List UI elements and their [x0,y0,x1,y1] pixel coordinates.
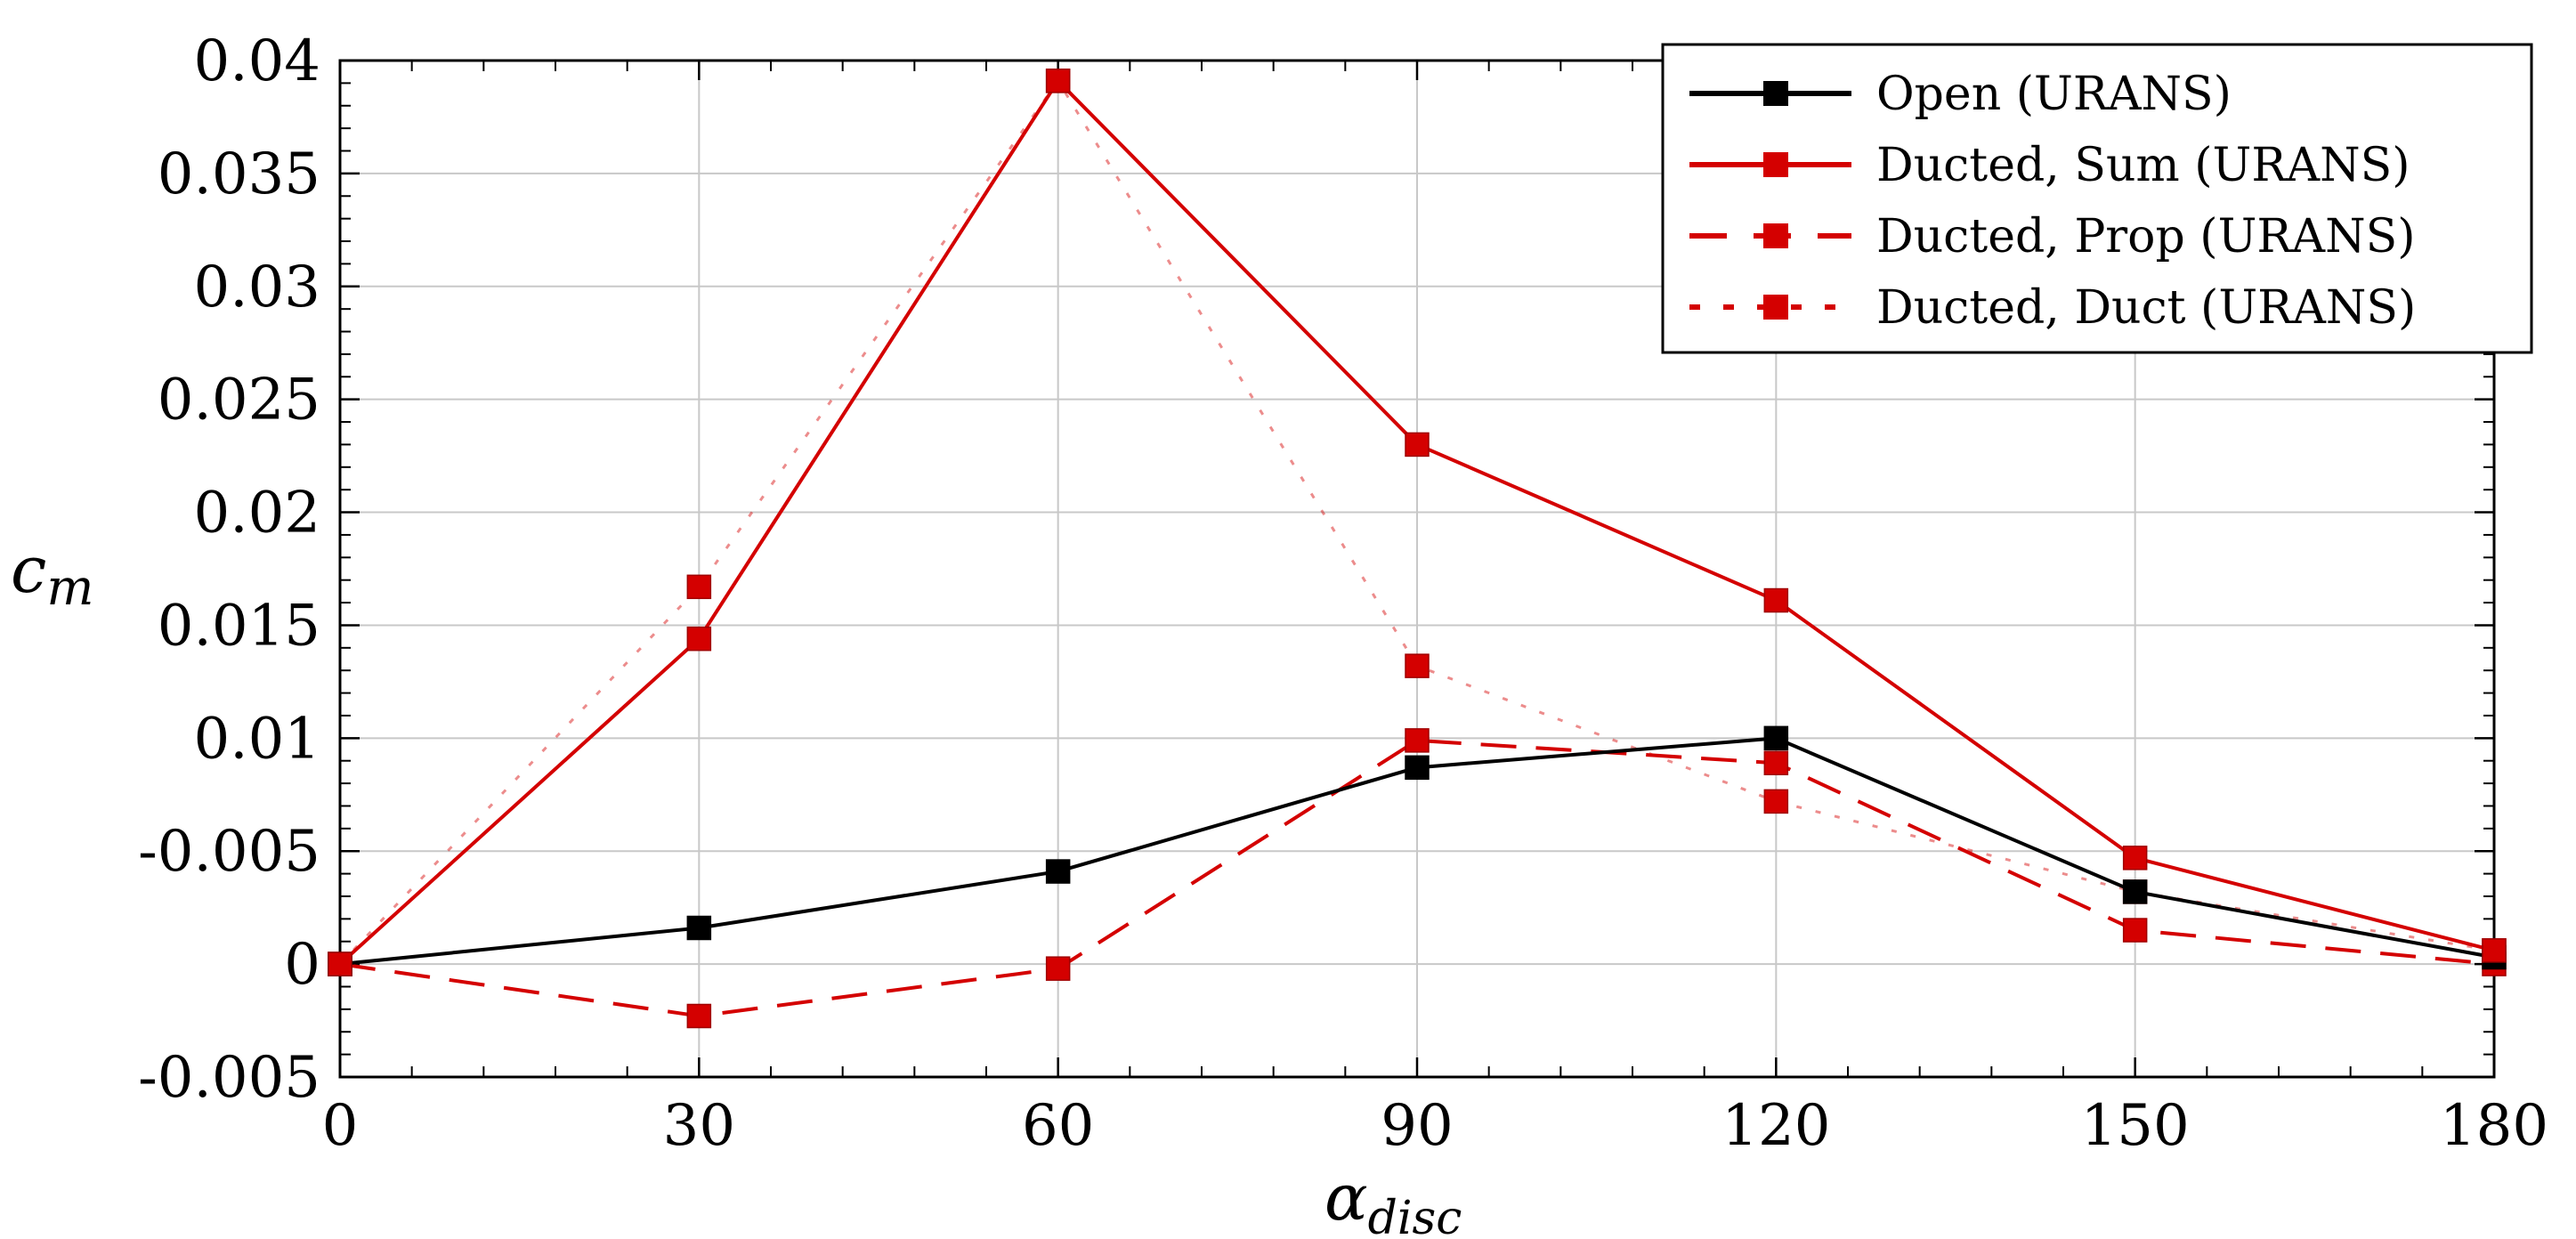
series-0-marker-4 [1763,725,1789,751]
series-1 [328,69,2507,976]
y-axis-title: cm [11,532,93,617]
tick-labels: 0 30 60 90 120 150 180-0.0050-0.0050.010.0150.… [138,28,2548,1159]
legend-entry-3: Ducted, Duct (URANS) [1689,281,2416,335]
series-3-marker-1 [686,574,712,600]
series-1-marker-0 [328,952,352,976]
x-axis-title: αdisc [1324,1160,1462,1239]
x-tick-label-2: 60 [1022,1093,1094,1159]
x-tick-label-0: 0 [322,1093,359,1159]
minor-ticks [338,59,2496,1079]
series-2-marker-5 [2122,918,2148,943]
series-3-marker-4 [1763,789,1789,814]
legend-marker-2 [1763,223,1788,248]
series-0-marker-1 [686,915,712,941]
x-tick-label-3: 90 [1381,1093,1453,1159]
series-2-marker-4 [1763,750,1789,775]
series-3-marker-3 [1405,653,1430,678]
y-tick-label-1: 0 [284,932,320,998]
plot-frame [338,59,2496,1079]
x-axis-title-main: α [1324,1160,1368,1235]
series-0-marker-2 [1045,859,1071,884]
series-1-marker-5 [2122,846,2148,871]
series-layer [328,69,2507,1029]
series-1-marker-2 [1045,69,1071,93]
y-tick-label-3: 0.01 [194,706,321,772]
series-1-marker-1 [686,626,712,652]
legend-entry-2: Ducted, Prop (URANS) [1689,210,2416,263]
y-tick-label-2: -0.005 [138,819,320,885]
legend-label-0: Open (URANS) [1876,68,2232,121]
y-axis-title-main: c [11,532,46,607]
legend-label-1: Ducted, Sum (URANS) [1876,139,2410,192]
x-axis-title-sub: disc [1368,1192,1462,1239]
x-tick-label-5: 150 [2081,1093,2190,1159]
legend-entry-0: Open (URANS) [1689,68,2232,121]
series-2-marker-1 [686,1003,712,1029]
y-tick-label-5: 0.02 [194,481,321,547]
legend-label-3: Ducted, Duct (URANS) [1876,281,2416,335]
series-1-marker-6 [2482,938,2507,963]
y-tick-label-6: 0.025 [158,368,320,433]
legend: Open (URANS) Ducted, Sum (URANS) Ducted, P… [1661,43,2533,354]
legend-label-2: Ducted, Prop (URANS) [1876,210,2416,263]
series-2-marker-3 [1405,728,1430,753]
x-tick-label-6: 180 [2440,1093,2548,1159]
series-2-marker-2 [1045,956,1071,981]
series-0-marker-5 [2122,879,2148,904]
y-tick-label-7: 0.03 [194,255,321,320]
series-1-marker-4 [1763,587,1789,613]
series-1-marker-3 [1405,432,1430,458]
series-0 [328,725,2507,976]
y-axis-title-sub: m [46,559,93,617]
legend-marker-1 [1763,152,1788,177]
y-tick-label-9: 0.04 [194,28,321,94]
y-tick-label-0: -0.005 [138,1045,320,1111]
x-tick-label-1: 30 [663,1093,735,1159]
y-tick-label-8: 0.035 [158,142,320,207]
legend-marker-0 [1763,81,1788,106]
legend-entry-1: Ducted, Sum (URANS) [1689,139,2410,192]
series-2 [328,728,2507,1029]
legend-marker-3 [1763,295,1788,320]
series-0-marker-3 [1405,755,1430,781]
y-tick-label-4: 0.015 [158,593,320,659]
x-tick-label-4: 120 [1721,1093,1830,1159]
